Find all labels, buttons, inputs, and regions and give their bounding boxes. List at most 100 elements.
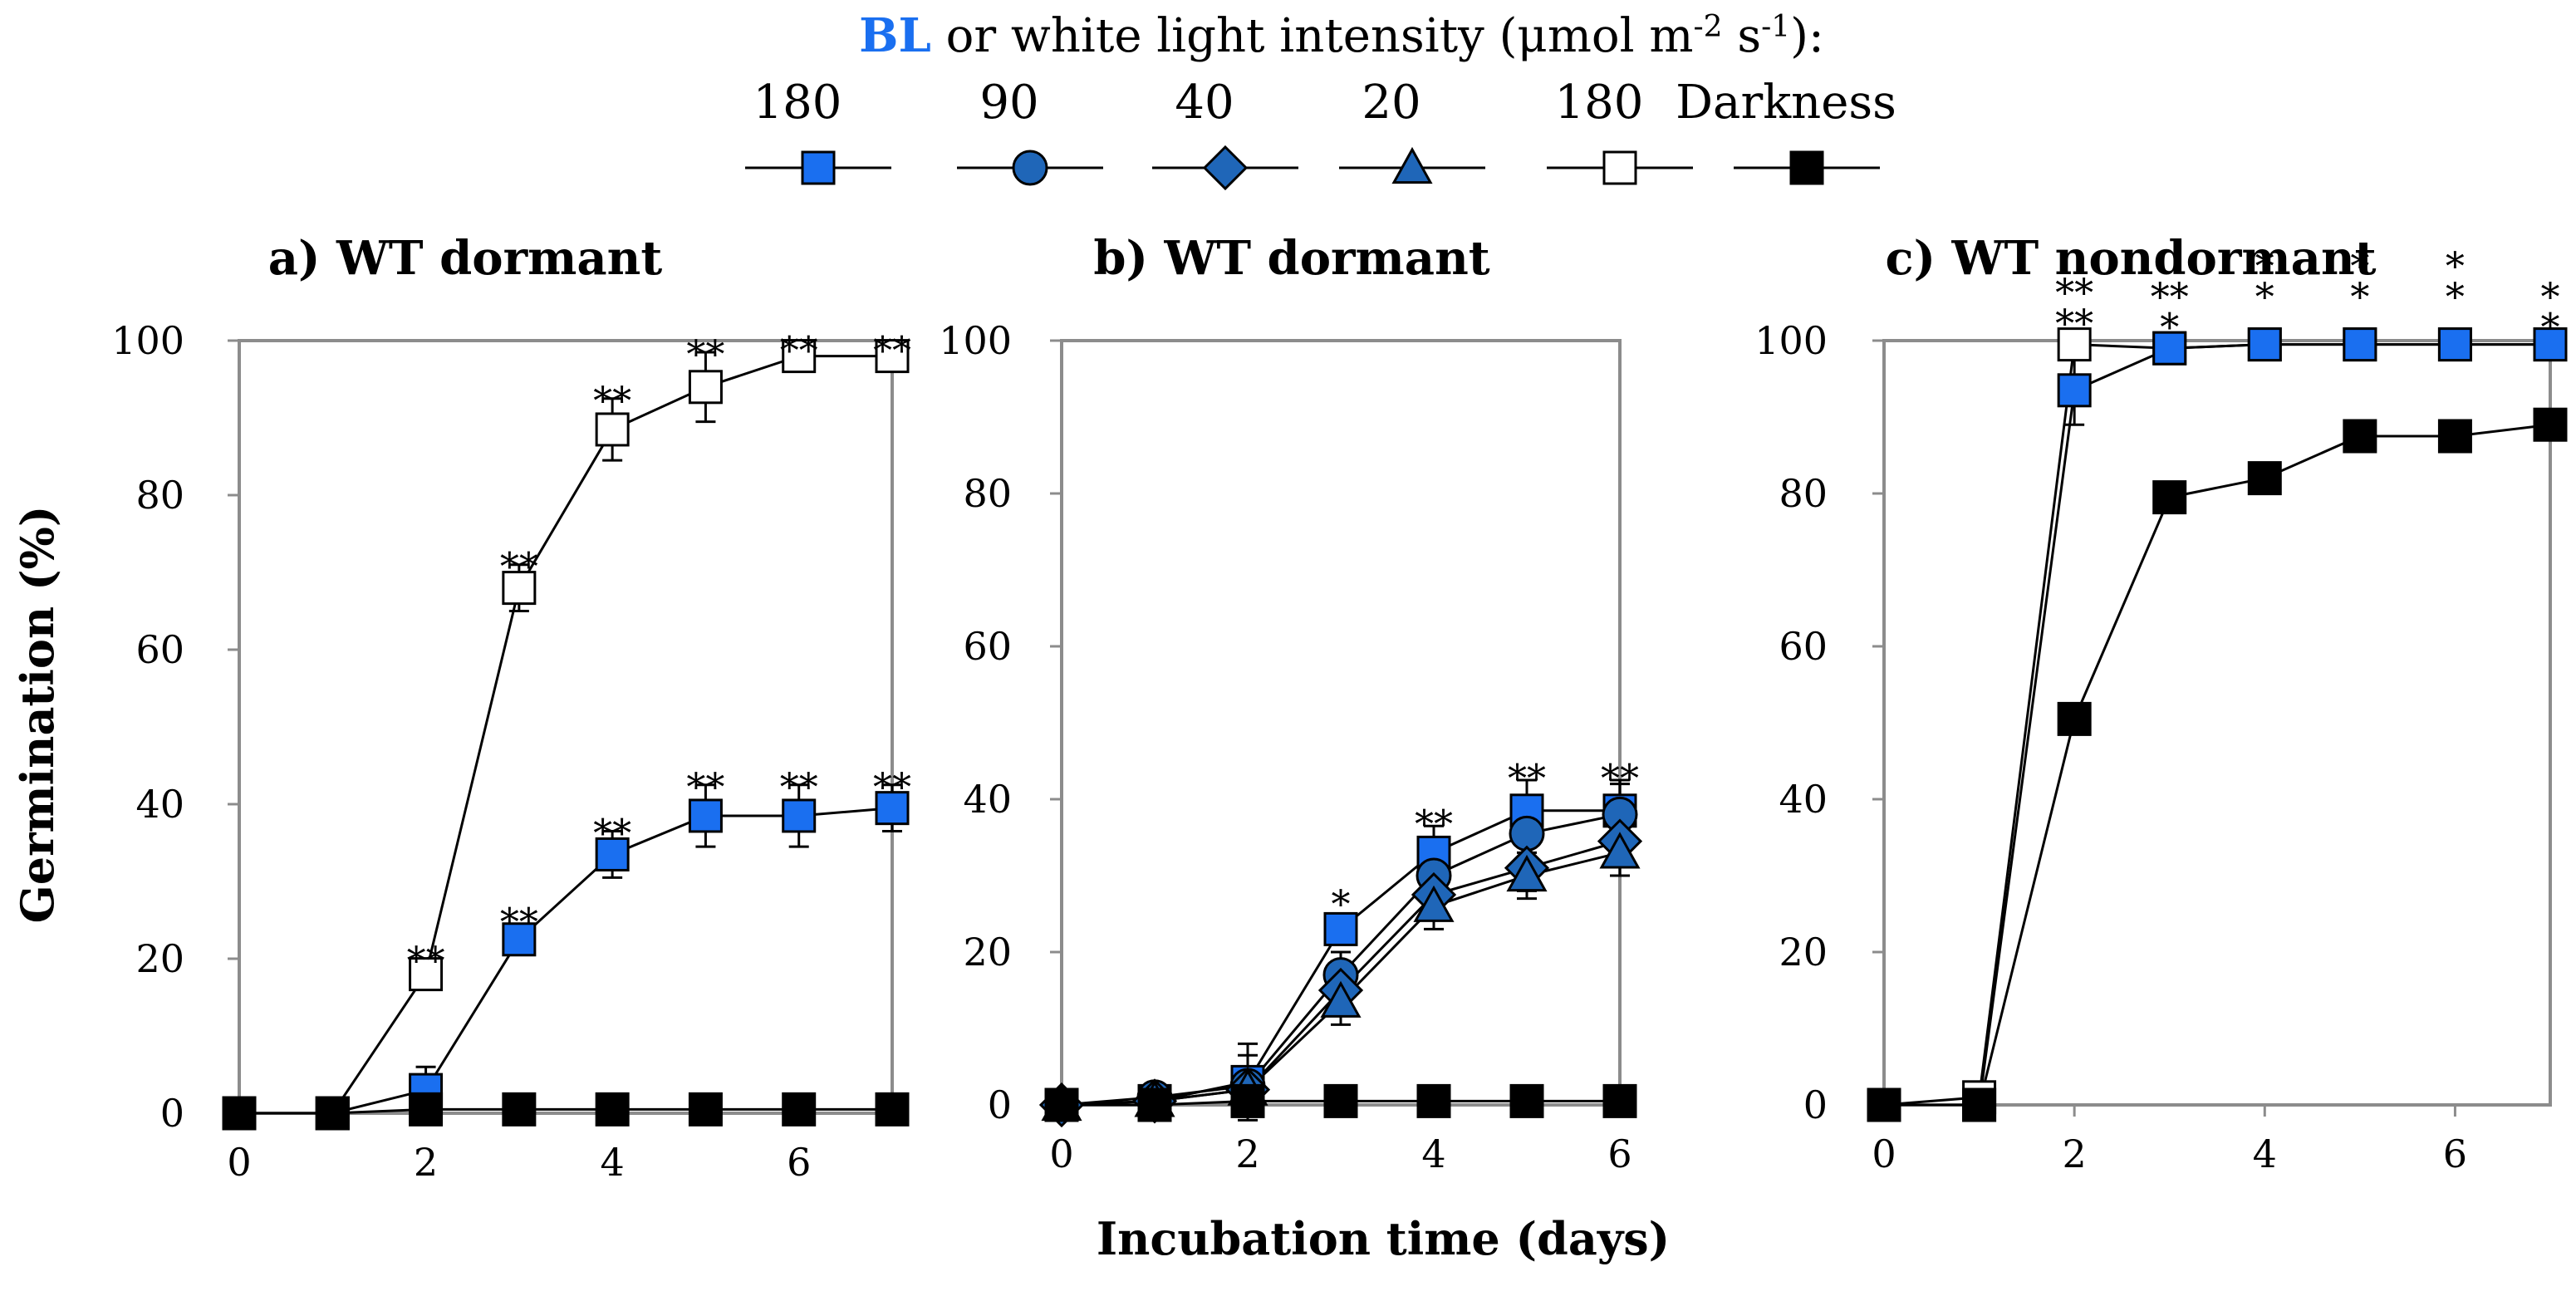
x-tick-label-2-0: 0 [1872, 1132, 1896, 1176]
significance-mark-1-0: * [1332, 881, 1351, 926]
significance-mark-0-4: ** [780, 764, 818, 809]
series-line-2-2 [1884, 423, 2551, 1107]
data-point-2-1-2 [2057, 373, 2092, 408]
data-point-0-0-2 [409, 957, 444, 992]
data-point-0-0-4 [595, 412, 630, 447]
significance-mark-2-5: * [2255, 243, 2274, 288]
data-point-1-0-3 [1323, 911, 1358, 946]
legend-title-exp2: -1 [1761, 10, 1790, 44]
legend-marker-4 [1602, 150, 1637, 185]
series-line-2-0 [1883, 343, 2550, 1107]
y-tick-label-0-3: 60 [135, 627, 184, 672]
x-tick-label-0-2: 4 [601, 1140, 625, 1185]
data-point-1-4-1 [1137, 1087, 1172, 1122]
data-point-0-1-7 [875, 791, 910, 826]
significance-mark-1-1: ** [1415, 802, 1453, 847]
plot-frame-0 [238, 339, 894, 1115]
plot-frame-2 [1882, 339, 2552, 1107]
significance-mark-2-7: * [2350, 243, 2369, 288]
x-tick-label-2-2: 4 [2253, 1132, 2277, 1176]
y-tick-label-0-1: 20 [135, 936, 184, 981]
significance-mark-0-9: ** [780, 327, 818, 372]
data-point-0-1-3 [502, 922, 537, 957]
panel-a: a) WT dormant 0 20 40 60 80 100 0 2 4 6 ** ** ** ** ** *… [111, 231, 911, 1185]
data-point-0-0-6 [782, 339, 817, 374]
legend-label-5: Darkness [1676, 76, 1896, 130]
data-point-0-2-1 [315, 1096, 350, 1131]
series-line-0-1 [239, 807, 893, 1115]
data-point-2-2-6 [2437, 419, 2472, 454]
data-point-2-1-5 [2343, 327, 2377, 362]
legend-title-text: or white light intensity (μmol m [931, 9, 1694, 63]
data-point-0-0-5 [688, 370, 723, 405]
data-point-2-2-0 [1867, 1087, 1901, 1122]
y-tick-label-2-3: 60 [1779, 624, 1828, 669]
legend-title: BL or white light intensity (μmol m-2 s-… [859, 8, 1824, 63]
legend-marker-3 [1391, 146, 1433, 184]
y-tick-label-0-5: 100 [111, 318, 184, 363]
legend-title-mid: s [1723, 9, 1762, 63]
y-tick-label-0-0: 0 [160, 1091, 184, 1136]
y-tick-label-1-2: 40 [963, 777, 1012, 822]
legend-label-2: 40 [1175, 76, 1234, 130]
data-point-0-2-5 [688, 1092, 723, 1127]
data-point-2-1-7 [2533, 327, 2568, 362]
data-point-0-2-6 [782, 1092, 817, 1127]
data-point-2-1-6 [2437, 327, 2472, 362]
data-point-1-4-2 [1230, 1083, 1265, 1118]
significance-mark-2-0: ** [2055, 301, 2093, 346]
x-tick-label-0-1: 2 [414, 1140, 438, 1185]
y-tick-label-2-4: 80 [1779, 471, 1828, 516]
series-line-2-1 [1884, 343, 2550, 1107]
significance-mark-0-10: ** [873, 327, 911, 372]
y-tick-label-2-1: 20 [1779, 930, 1828, 974]
legend-title-exp1: -2 [1693, 10, 1722, 44]
data-point-2-1-4 [2247, 327, 2282, 362]
legend-label-3: 20 [1362, 76, 1420, 130]
significance-mark-2-1: ** [2055, 270, 2093, 315]
data-point-1-4-5 [1509, 1083, 1544, 1118]
significance-mark-2-9: * [2446, 243, 2465, 288]
data-point-1-3-3 [1320, 980, 1362, 1018]
x-tick-label-0-3: 6 [787, 1140, 811, 1185]
data-point-2-2-5 [2343, 419, 2377, 454]
legend-marker-1 [1012, 150, 1048, 186]
data-point-0-2-4 [595, 1092, 630, 1127]
legend: 180 90 40 20 180 Darkness [745, 76, 1896, 191]
data-point-2-2-3 [2152, 480, 2187, 515]
significance-mark-0-7: ** [593, 378, 631, 423]
y-tick-label-2-5: 100 [1754, 318, 1828, 363]
data-point-0-1-4 [595, 837, 630, 871]
data-point-2-2-1 [1962, 1087, 1997, 1122]
y-tick-label-2-0: 0 [1803, 1082, 1828, 1127]
legend-label-4: 180 [1555, 76, 1644, 130]
data-point-1-4-3 [1323, 1083, 1358, 1118]
data-point-0-2-3 [502, 1092, 537, 1127]
data-point-2-2-7 [2533, 407, 2568, 442]
y-tick-label-2-2: 40 [1779, 777, 1828, 822]
significance-mark-2-4: * [2255, 274, 2274, 319]
data-point-0-2-7 [875, 1092, 910, 1127]
significance-mark-1-3: ** [1601, 755, 1639, 800]
significance-mark-0-6: ** [500, 544, 538, 589]
x-tick-label-1-3: 6 [1607, 1132, 1631, 1176]
significance-mark-2-8: * [2446, 274, 2465, 319]
panel-title-2: c) WT nondormant [1885, 231, 2376, 286]
significance-mark-0-3: ** [686, 764, 724, 809]
significance-mark-2-6: * [2350, 274, 2369, 319]
legend-label-0: 180 [753, 76, 842, 130]
data-point-0-1-5 [688, 798, 723, 833]
y-axis-title: Germination (%) [11, 506, 64, 924]
data-point-1-4-6 [1602, 1083, 1637, 1118]
y-tick-label-1-5: 100 [939, 318, 1012, 363]
x-tick-label-1-2: 4 [1421, 1132, 1445, 1176]
significance-mark-2-11: * [2541, 274, 2560, 319]
y-tick-label-0-2: 40 [135, 782, 184, 827]
legend-title-end: ): [1790, 9, 1824, 63]
data-point-0-2-0 [222, 1096, 257, 1131]
data-point-1-4-0 [1044, 1087, 1079, 1122]
data-point-0-0-3 [502, 571, 537, 606]
